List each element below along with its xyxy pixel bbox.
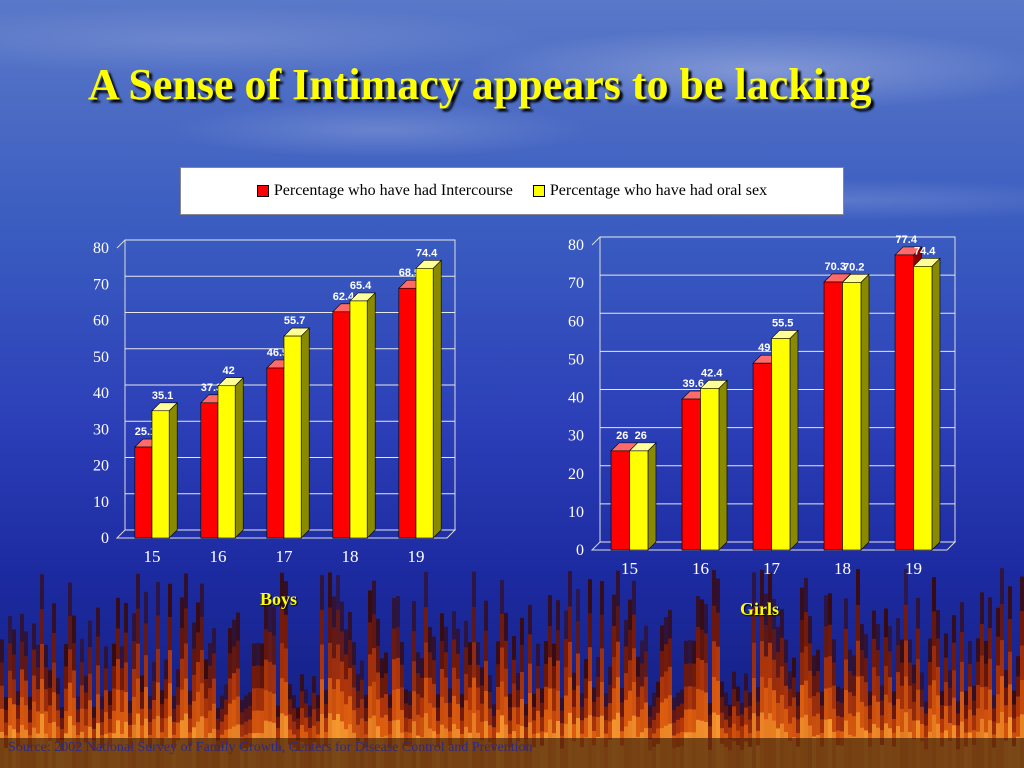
- girls-data-label: 77.4: [896, 234, 918, 246]
- girls-y-tick-label: 80: [568, 237, 584, 254]
- boys-x-tick-label: 15: [144, 547, 161, 566]
- source-footnote: Source: 2002 National Survey of Family G…: [8, 740, 533, 755]
- girls-bar-oral-15: [628, 442, 657, 551]
- girls-data-label: 26: [635, 430, 647, 442]
- girls-y-tick-label: 20: [568, 466, 584, 483]
- girls-y-tick-label: 30: [568, 428, 584, 445]
- boys-data-label: 55.7: [284, 315, 305, 327]
- boys-data-label: 62.4: [333, 291, 355, 303]
- boys-bar-oral-19: [415, 259, 442, 539]
- legend-item-intercourse: Percentage who have had Intercourse: [256, 182, 513, 200]
- boys-x-tick-label: 16: [210, 547, 227, 566]
- boys-x-label: Boys: [260, 589, 298, 609]
- boys-y-tick-label: 60: [93, 313, 109, 330]
- girls-y-tick-label: 70: [568, 275, 584, 292]
- girls-data-label: 70.3: [825, 261, 846, 273]
- girls-bar-oral-16: [699, 379, 728, 551]
- boys-y-tick-label: 0: [101, 530, 109, 547]
- boys-bar-oral-15: [151, 402, 178, 539]
- legend-swatch-oral: [532, 185, 545, 197]
- girls-y-tick-label: 10: [568, 504, 584, 521]
- legend-item-oral: Percentage who have had oral sex: [532, 182, 768, 200]
- girls-y-tick-label: 60: [568, 313, 584, 330]
- boys-y-tick-label: 70: [93, 276, 109, 293]
- chart-legend: Percentage who have had Intercourse Perc…: [180, 167, 844, 215]
- boys-y-tick-label: 80: [93, 240, 109, 257]
- girls-x-label: Girls: [740, 599, 779, 619]
- boys-y-tick-label: 40: [93, 385, 109, 402]
- boys-data-label: 42: [222, 365, 234, 377]
- boys-y-tick-label: 50: [93, 349, 109, 366]
- boys-y-tick-label: 20: [93, 458, 109, 475]
- boys-x-tick-label: 19: [408, 547, 425, 566]
- boys-data-label: 46.9: [267, 347, 288, 359]
- boys-data-label: 35.1: [152, 390, 173, 402]
- girls-y-tick-label: 50: [568, 351, 584, 368]
- boys-y-tick-label: 10: [93, 494, 109, 511]
- girls-data-label: 74.4: [914, 245, 936, 257]
- girls-data-label: 26: [616, 430, 628, 442]
- boys-bar-oral-16: [217, 377, 244, 539]
- girls-data-label: 55.5: [772, 317, 793, 329]
- girls-y-tick-label: 40: [568, 390, 584, 407]
- girls-data-label: 49: [758, 342, 770, 354]
- boys-data-label: 25.1: [135, 426, 156, 438]
- girls-bar-oral-17: [770, 329, 799, 551]
- girls-data-label: 39.6: [683, 378, 704, 390]
- boys-data-label: 68.9: [399, 267, 420, 279]
- girls-x-tick-label: 16: [692, 559, 709, 578]
- girls-x-tick-label: 19: [905, 559, 922, 578]
- boys-data-label: 74.4: [416, 247, 438, 259]
- boys-data-label: 65.4: [350, 280, 372, 292]
- girls-data-label: 42.4: [701, 367, 723, 379]
- slide-title: A Sense of Intimacy appears to be lackin…: [88, 60, 872, 109]
- girls-x-tick-label: 15: [621, 559, 638, 578]
- legend-label-intercourse: Percentage who have had Intercourse: [273, 182, 513, 199]
- boys-x-tick-label: 18: [342, 547, 359, 566]
- legend-swatch-intercourse: [256, 185, 269, 197]
- boys-bar-oral-18: [349, 292, 376, 539]
- boys-bar-oral-17: [283, 327, 310, 539]
- boys-y-tick-label: 30: [93, 421, 109, 438]
- girls-bar-oral-18: [841, 273, 870, 551]
- legend-label-oral: Percentage who have had oral sex: [549, 182, 768, 199]
- girls-bar-oral-19: [912, 257, 941, 551]
- boys-data-label: 37.3: [201, 382, 222, 394]
- boys-x-tick-label: 17: [276, 547, 294, 566]
- girls-x-tick-label: 17: [763, 559, 781, 578]
- girls-data-label: 70.2: [843, 261, 864, 273]
- girls-x-tick-label: 18: [834, 559, 851, 578]
- girls-y-tick-label: 0: [576, 542, 584, 559]
